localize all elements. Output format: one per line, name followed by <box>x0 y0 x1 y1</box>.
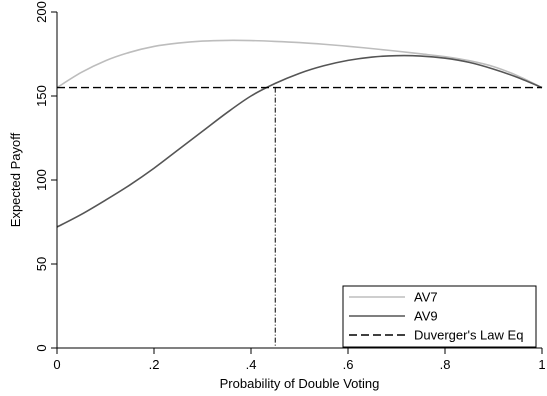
x-tick-label: 0 <box>53 357 60 372</box>
legend: AV7 AV9 Duverger's Law Eq <box>342 285 537 348</box>
series-layer <box>56 39 543 228</box>
series-line-av7 <box>56 39 543 89</box>
y-tick-label: 200 <box>34 1 49 23</box>
y-tick-label: 100 <box>34 169 49 191</box>
y-tick-label: 50 <box>34 257 49 271</box>
x-tick-label: .8 <box>440 357 451 372</box>
x-tick-label: .6 <box>343 357 354 372</box>
legend-label-av7: AV7 <box>414 290 438 305</box>
legend-label-duverger-s-law-eq: Duverger's Law Eq <box>414 328 523 343</box>
axes: 0 .2 .4 .6 .8 1 0 50 100 150 200 <box>34 1 546 372</box>
x-tick-label: 1 <box>538 357 545 372</box>
x-axis-title: Probability of Double Voting <box>220 376 380 391</box>
x-tick-label: .2 <box>149 357 160 372</box>
y-tick-label: 0 <box>34 344 49 351</box>
y-tick-label: 150 <box>34 85 49 107</box>
y-axis-title: Expected Payoff <box>8 132 23 227</box>
series-line-av9 <box>56 54 543 228</box>
legend-label-av9: AV9 <box>414 309 438 324</box>
x-tick-label: .4 <box>246 357 257 372</box>
